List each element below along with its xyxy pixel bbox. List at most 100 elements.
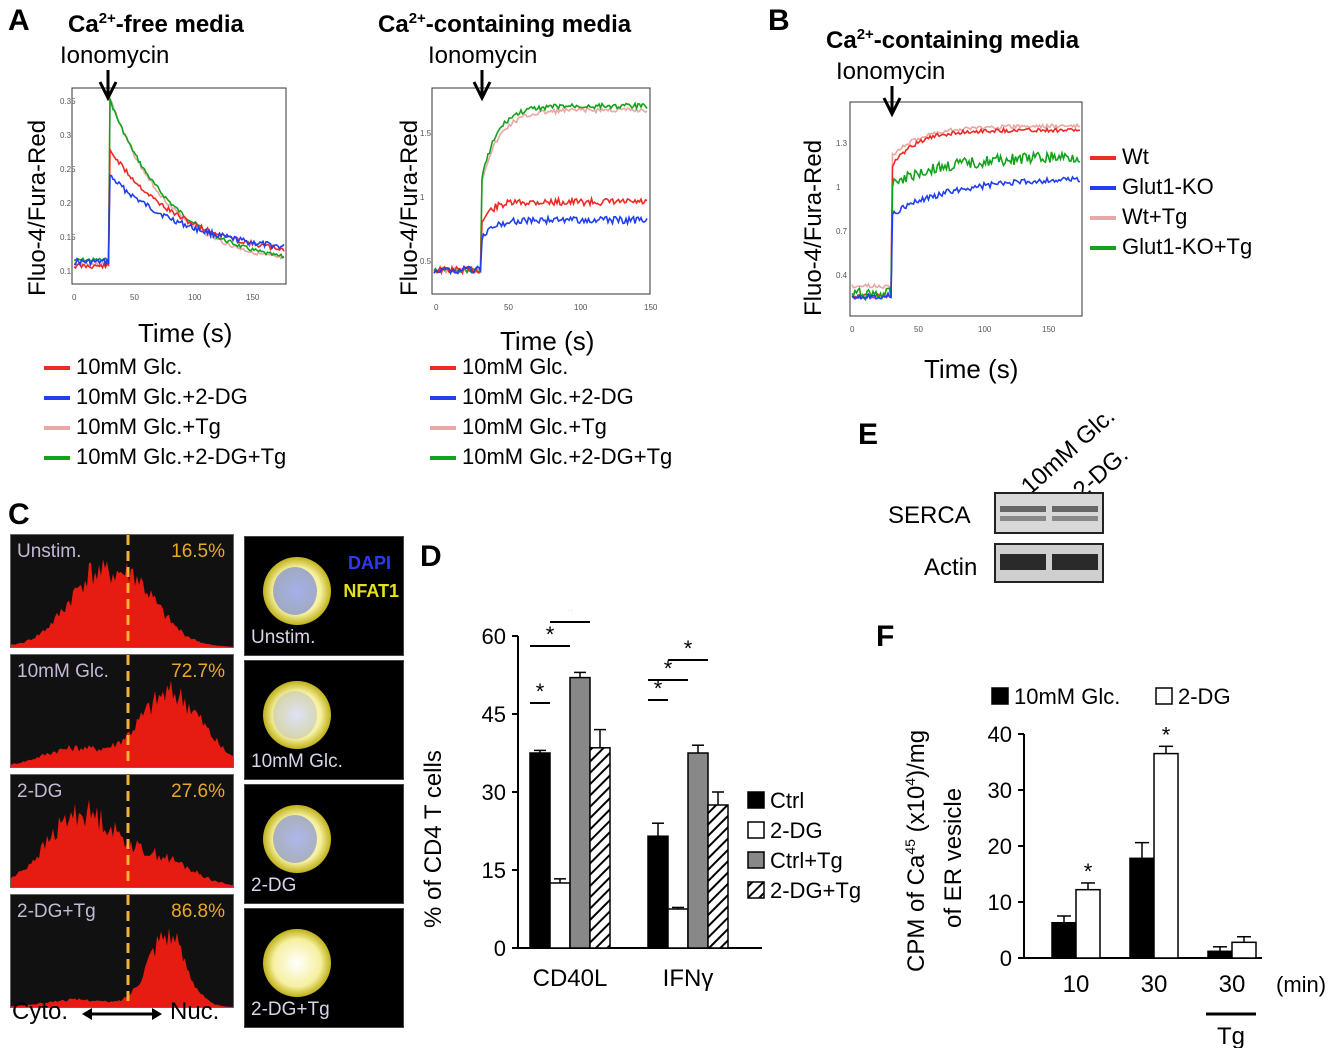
panel-label-e: E: [858, 418, 879, 451]
bar: [569, 676, 591, 949]
nfat-histogram: 2-DG+Tg 86.8%: [10, 894, 234, 1008]
panel-b-xlabel: Time (s): [924, 354, 1019, 384]
legend-label: Ctrl: [770, 788, 804, 813]
bar: [589, 747, 611, 949]
y-tick-label: 10: [988, 890, 1012, 915]
histogram-label: 2-DG+Tg: [17, 901, 96, 922]
y-tick-label: 1: [420, 193, 425, 202]
double-arrow-icon: [82, 1008, 162, 1020]
y-tick-label: 0: [494, 936, 506, 961]
trace-glc-2dg: [73, 174, 285, 267]
legend-swatch: [747, 791, 765, 809]
nucleus: [273, 691, 317, 739]
legend-swatch: [44, 366, 70, 371]
cell-label: 10mM Glc.: [251, 751, 343, 772]
y-tick-label: 1.3: [836, 139, 848, 148]
panel-b-plot: 1.3 1 0.7 0.4 0 50 100 150: [836, 86, 1083, 334]
cell-label: 2-DG: [251, 875, 297, 896]
y-tick-label: 0.5: [420, 257, 432, 266]
panel-label-f: F: [876, 620, 895, 653]
y-tick-label: 0.1: [60, 267, 72, 276]
panel-a-left-legend-item: 10mM Glc.+2-DG: [44, 384, 248, 410]
bar: [647, 835, 669, 949]
histogram-fill: [11, 680, 233, 767]
y-tick-label: 45: [482, 702, 506, 727]
panel-a-right-xlabel: Time (s): [500, 326, 595, 356]
panel-c-cyto-label: Cyto.: [12, 998, 69, 1025]
panel-a-left-legend-item: 10mM Glc.+Tg: [44, 414, 221, 440]
significance-star: *: [566, 610, 575, 623]
y-tick-label: 40: [988, 722, 1012, 747]
x-tick-label: 0: [434, 303, 439, 312]
nfat-cell-image: 10mM Glc.: [244, 660, 404, 780]
y-tick-label: 0.2: [60, 199, 72, 208]
panel-a-right-ionomycin-label: Ionomycin: [428, 42, 538, 69]
nfat-histogram: 2-DG 27.6%: [10, 774, 234, 888]
x-tick-label: 0: [72, 293, 77, 302]
cell-micrograph: [263, 805, 331, 873]
panel-b-legend-item: Glut1-KO: [1090, 174, 1214, 200]
x-category-label: IFNγ: [663, 965, 714, 992]
panel-a-right-legend-item: 10mM Glc.+2-DG: [430, 384, 634, 410]
legend-label: 2-DG: [1178, 684, 1231, 709]
panel-b-legend-item: Wt: [1090, 144, 1149, 170]
panel-a-left-plot: 0.35 0.3 0.25 0.2 0.15 0.1 0 50 100 150: [60, 70, 287, 302]
x-category-label: 10: [1063, 971, 1090, 998]
legend-swatch: [430, 456, 456, 461]
significance-star: *: [684, 636, 693, 661]
legend-swatch: [430, 426, 456, 431]
y-tick-label: 20: [988, 834, 1012, 859]
bar: [1129, 857, 1155, 959]
x-tick-label: 150: [246, 293, 260, 302]
x-tick-label: 150: [1042, 325, 1056, 334]
trace-glc-2dg: [433, 213, 648, 276]
legend-label: Ctrl+Tg: [770, 848, 843, 873]
cell-micrograph: [263, 557, 331, 625]
legend-label: 10mM Glc.+2-DG+Tg: [462, 444, 673, 469]
legend-swatch: [44, 396, 70, 401]
y-tick-label: 1.5: [420, 129, 432, 138]
legend-swatch: [44, 426, 70, 431]
y-tick-label: 60: [482, 624, 506, 649]
legend-label: 10mM Glc.+2-DG: [462, 384, 634, 409]
nfat-cell-image: 2-DG: [244, 784, 404, 904]
y-tick-label: 0: [1000, 946, 1012, 971]
panel-a-right-legend-item: 10mM Glc.+2-DG+Tg: [430, 444, 672, 470]
histogram-percent: 72.7%: [171, 661, 225, 682]
panel-f-ylabel-line1: CPM of Ca45 (x104)/mg: [902, 729, 930, 972]
cell-body: [263, 929, 331, 997]
legend-swatch: [1090, 156, 1116, 161]
ionomycin-arrow-icon: [472, 70, 492, 102]
cell-label: 2-DG+Tg: [251, 999, 330, 1020]
x-tick-label: 100: [574, 303, 588, 312]
significance-star: *: [546, 622, 555, 647]
dapi-label: DAPI: [347, 553, 391, 573]
legend-swatch: [1090, 246, 1116, 251]
y-tick-label: 15: [482, 858, 506, 883]
legend-label: Wt: [1122, 144, 1149, 169]
legend-label: 10mM Glc.+Tg: [76, 414, 221, 439]
panel-b-legend-item: Wt+Tg: [1090, 204, 1187, 230]
panel-a-left-ylabel: Fluo-4/Fura-Red: [24, 119, 51, 296]
bar: [1231, 941, 1257, 959]
panel-label-a: A: [8, 4, 30, 37]
histogram-plot: [11, 775, 233, 887]
y-tick-label: 1: [836, 183, 841, 192]
bar: [687, 752, 709, 949]
x-tick-label: 50: [130, 293, 139, 302]
legend-swatch: [991, 687, 1009, 705]
x-tick-label: 0: [850, 325, 855, 334]
histogram-fill: [11, 927, 233, 1007]
cell-micrograph: [263, 929, 331, 997]
histogram-percent: 16.5%: [171, 541, 225, 562]
y-tick-label: 0.35: [60, 97, 76, 106]
legend-swatch: [1155, 687, 1173, 705]
panel-label-d: D: [420, 540, 442, 573]
legend-swatch: [430, 396, 456, 401]
panel-a-left-ionomycin-label: Ionomycin: [60, 42, 170, 69]
legend-label: Wt+Tg: [1122, 204, 1188, 229]
legend-label: 2-DG: [770, 818, 823, 843]
x-tick-label: 50: [504, 303, 513, 312]
panel-b-title: Ca2+-containing media: [826, 26, 1080, 54]
